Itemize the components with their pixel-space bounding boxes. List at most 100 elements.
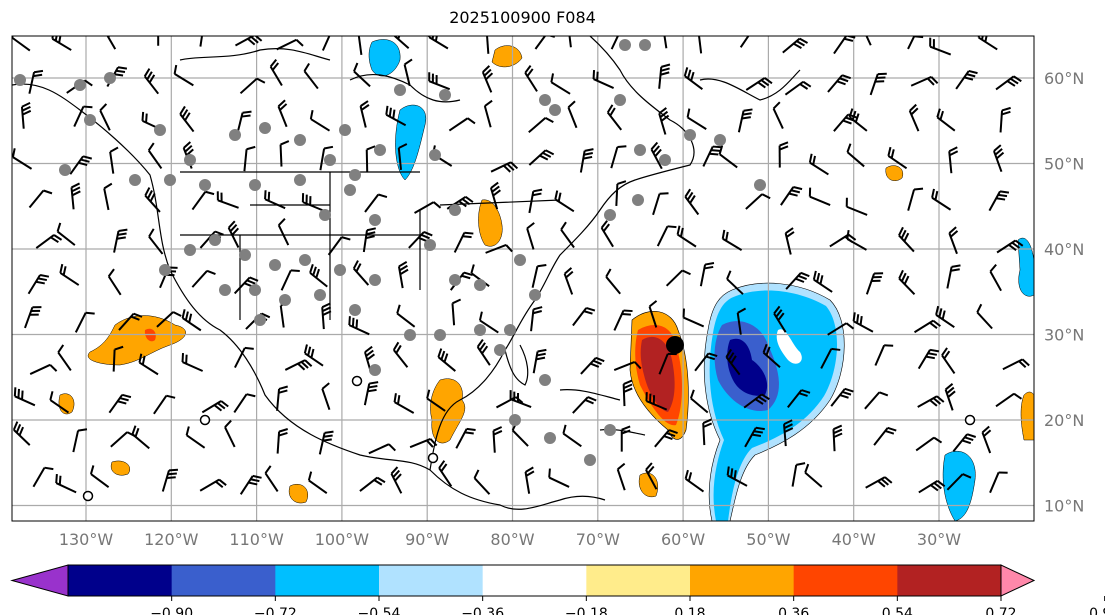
wind-barb: [865, 272, 884, 295]
station-dot: [604, 424, 616, 436]
colorbar-tick-label: 0.54: [882, 606, 913, 615]
wind-barb: [676, 225, 697, 248]
wind-barb: [264, 190, 286, 210]
wind-barb: [236, 110, 252, 135]
wind-barb: [656, 225, 677, 247]
wind-barb: [303, 344, 324, 367]
latitude-ticks: 60°N 50°N 40°N 30°N 20°N 10°N: [1044, 69, 1084, 516]
wind-barb: [147, 142, 163, 170]
wind-barb: [27, 274, 50, 295]
wind-barb: [1002, 358, 1030, 371]
wind-barb: [528, 117, 554, 134]
wind-barb: [277, 217, 290, 246]
colorbar-segment: [690, 565, 795, 596]
wind-barb: [234, 36, 263, 47]
wind-barb: [698, 36, 703, 54]
station-dot: [434, 329, 446, 341]
wind-barb: [737, 108, 753, 133]
wind-barb: [562, 424, 582, 448]
wind-barb: [234, 346, 254, 369]
wind-barb: [832, 424, 843, 452]
positive-anomaly-region: [491, 45, 523, 68]
figure-title: 2025100900 F084: [449, 8, 596, 27]
station-ring: [199, 414, 211, 426]
wind-barb: [181, 309, 202, 332]
wind-barb: [276, 38, 304, 51]
colorbar-tick-label: 0.18: [674, 606, 705, 615]
colorbar-segment: [482, 565, 587, 596]
station-dot: [349, 169, 361, 181]
wind-barb: [736, 307, 747, 335]
wind-barb: [610, 145, 627, 169]
station-dot: [249, 284, 261, 296]
wind-barb: [428, 72, 451, 91]
lon-tick-label: 60°W: [661, 530, 705, 549]
wind-barb: [55, 473, 77, 494]
wind-barb: [239, 77, 266, 95]
wind-barb: [976, 303, 993, 330]
station-dot: [199, 179, 211, 191]
wind-barb: [778, 141, 789, 168]
wind-barb: [453, 231, 474, 253]
wind-barb: [830, 387, 854, 407]
positive-anomaly-region: [87, 315, 186, 366]
wind-barb: [907, 36, 924, 50]
wind-barb: [279, 140, 290, 167]
wind-barb: [782, 37, 809, 54]
wind-barb: [12, 148, 33, 170]
wind-barb: [865, 476, 893, 489]
wind-barb: [785, 271, 810, 290]
wind-barb: [804, 463, 823, 488]
wind-barb: [784, 227, 795, 255]
colorbar-tick-label: −0.72: [254, 606, 297, 615]
wind-barb: [28, 69, 44, 94]
wind-barb: [396, 304, 416, 328]
negative-anomaly-region: [1017, 237, 1034, 297]
wind-barb: [783, 419, 794, 447]
colorbar-tick-label: 0.36: [778, 606, 809, 615]
wind-barb: [276, 428, 289, 454]
wind-barb: [227, 220, 240, 248]
wind-barb: [280, 269, 300, 291]
station-dot: [164, 174, 176, 186]
wind-barb: [554, 190, 575, 213]
station-dot: [229, 129, 241, 141]
wind-barb: [613, 309, 633, 331]
wind-barb: [616, 462, 626, 491]
lat-tick-label: 10°N: [1044, 497, 1084, 516]
wind-barb: [99, 103, 111, 131]
wind-barb: [321, 382, 331, 410]
wind-barb: [233, 393, 256, 413]
wind-barb: [179, 105, 195, 133]
wind-barb: [988, 190, 1010, 212]
wind-barb: [496, 396, 524, 409]
wind-barb: [473, 469, 491, 495]
station-ring: [427, 452, 439, 464]
wind-barb: [476, 338, 491, 366]
lon-tick-label: 70°W: [576, 530, 620, 549]
station-dot: [754, 179, 766, 191]
station-dot: [404, 329, 416, 341]
station-dot: [294, 174, 306, 186]
wind-barb: [745, 77, 773, 91]
lon-tick-label: 130°W: [59, 530, 114, 549]
wind-barb: [613, 361, 642, 372]
wind-barb: [173, 64, 194, 87]
wind-barb: [409, 438, 438, 449]
wind-barb: [898, 226, 915, 253]
wind-barb: [327, 236, 351, 256]
station-dot: [74, 79, 86, 91]
station-dot: [349, 304, 361, 316]
station-dot: [209, 234, 221, 246]
station-dot: [549, 104, 561, 116]
wind-barb: [864, 391, 889, 410]
wind-barb: [277, 99, 288, 128]
wind-barb: [485, 243, 513, 254]
station-dot: [659, 154, 671, 166]
wind-barb: [108, 393, 132, 414]
wind-barb: [721, 229, 743, 251]
wind-barb: [791, 462, 806, 487]
wind-barb: [995, 392, 1023, 408]
wind-barb: [948, 146, 959, 174]
wind-barb: [946, 264, 961, 289]
